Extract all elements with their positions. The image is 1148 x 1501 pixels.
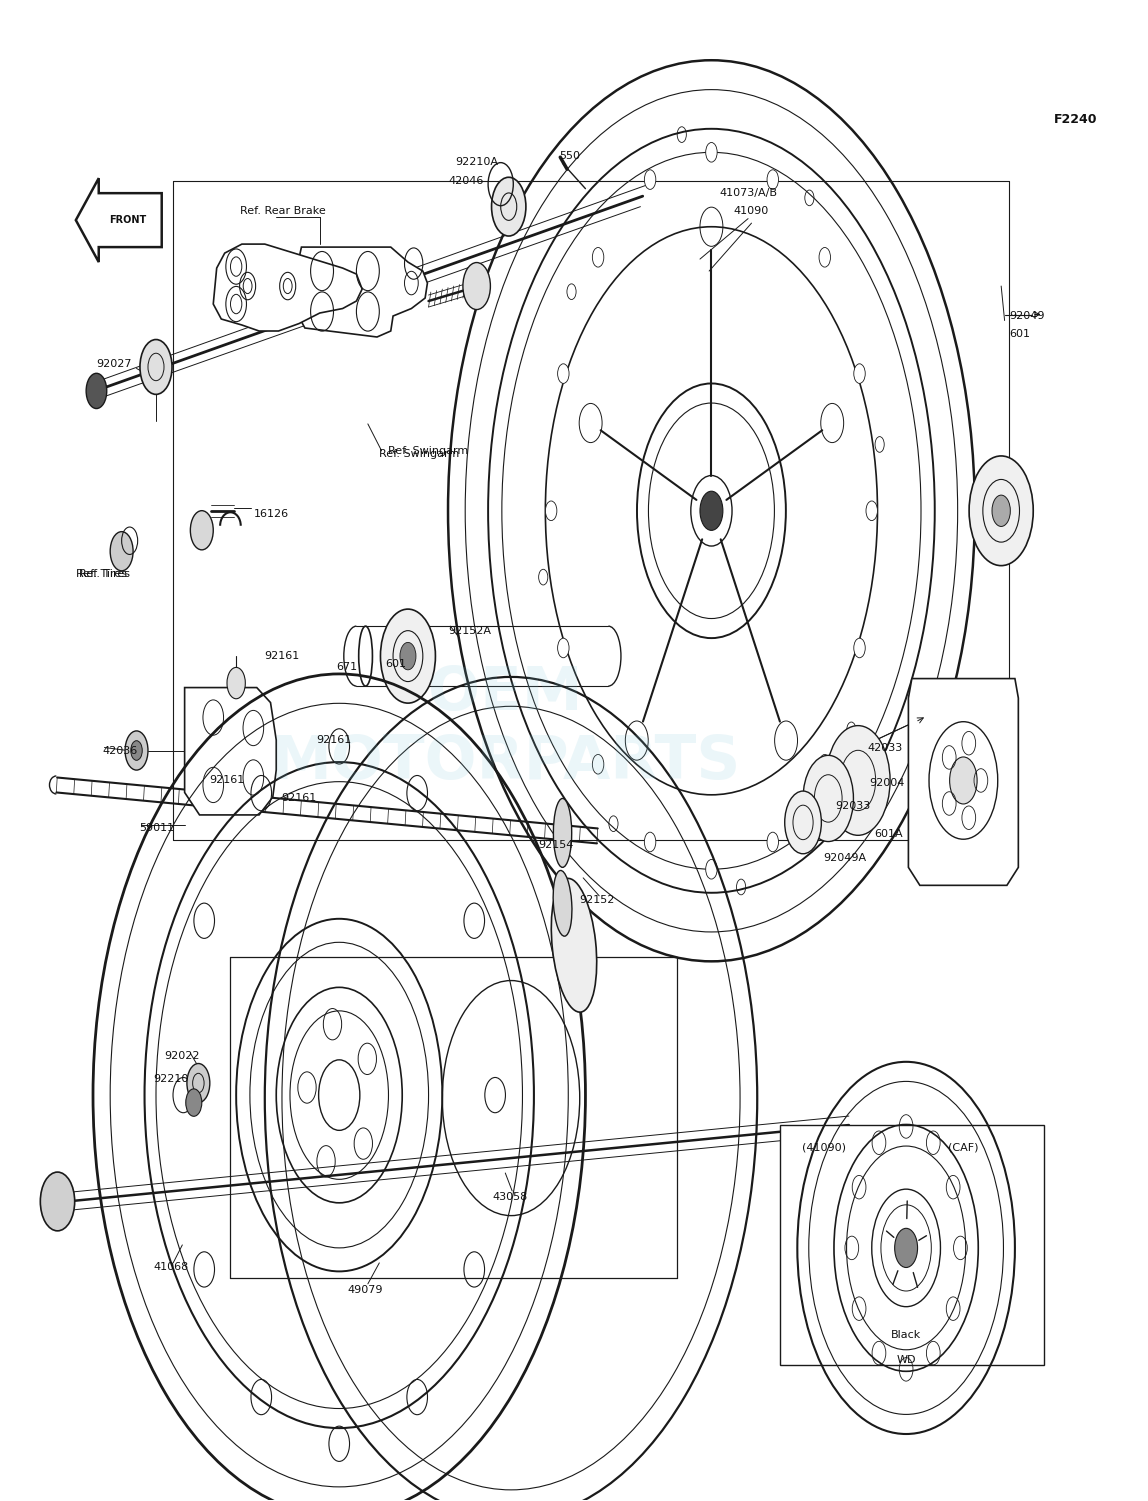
Ellipse shape [86,374,107,408]
Text: 92161: 92161 [281,794,317,803]
Text: 671: 671 [336,662,358,671]
Text: 92152: 92152 [580,895,614,905]
Ellipse shape [463,263,490,309]
Ellipse shape [553,871,572,937]
Text: 550: 550 [559,150,580,161]
Ellipse shape [767,832,778,851]
Ellipse shape [819,755,830,775]
Text: 59011: 59011 [139,824,174,833]
Ellipse shape [40,1172,75,1231]
Ellipse shape [553,799,572,868]
Ellipse shape [545,501,557,521]
Text: Ref. Rear Brake: Ref. Rear Brake [240,206,326,216]
Ellipse shape [825,725,890,836]
Text: 92161: 92161 [209,776,245,785]
Text: FRONT: FRONT [109,215,147,225]
Ellipse shape [854,363,866,383]
Ellipse shape [592,248,604,267]
Ellipse shape [380,609,435,702]
Ellipse shape [767,170,778,189]
Ellipse shape [191,510,214,549]
Text: 92152A: 92152A [448,626,491,635]
Text: 92154: 92154 [538,841,573,850]
Text: F2240: F2240 [1054,113,1097,126]
Polygon shape [908,678,1018,886]
Text: OEM
MOTORPARTS: OEM MOTORPARTS [270,665,740,791]
Text: Ref. Swingarm: Ref. Swingarm [388,446,468,456]
Ellipse shape [785,791,821,854]
Text: 92049A: 92049A [823,854,867,863]
Text: 92161: 92161 [316,735,351,744]
Ellipse shape [949,757,977,805]
Text: Ref. Tires: Ref. Tires [76,569,126,579]
Text: 92161: 92161 [264,651,300,660]
Text: 601: 601 [385,659,406,668]
Text: 92022: 92022 [164,1051,200,1061]
Ellipse shape [804,755,853,842]
Text: 41068: 41068 [153,1262,188,1273]
Text: 49079: 49079 [348,1285,383,1295]
Ellipse shape [140,339,172,395]
Ellipse shape [969,456,1033,566]
Ellipse shape [644,170,656,189]
Text: 41073/A/B: 41073/A/B [719,188,777,198]
Ellipse shape [227,668,246,699]
Ellipse shape [854,638,866,657]
Text: 92049: 92049 [1009,311,1045,321]
Ellipse shape [592,755,604,775]
Text: 16126: 16126 [254,509,288,519]
Ellipse shape [491,177,526,236]
Text: 42046: 42046 [449,176,484,186]
Text: 92027: 92027 [96,359,131,369]
Ellipse shape [894,1228,917,1267]
Text: 42036: 42036 [102,746,138,755]
Text: 41090: 41090 [734,206,769,216]
Text: 92004: 92004 [869,779,905,788]
Ellipse shape [400,642,416,669]
Text: 601A: 601A [874,830,902,839]
Text: 92033: 92033 [835,802,870,811]
Ellipse shape [110,531,133,570]
Ellipse shape [131,740,142,761]
Polygon shape [76,179,162,263]
Text: 92210A: 92210A [455,156,498,167]
Text: Black: Black [891,1330,921,1340]
Ellipse shape [706,143,718,162]
Ellipse shape [551,878,597,1012]
Text: (41090): (41090) [801,1142,846,1153]
Ellipse shape [558,638,569,657]
Ellipse shape [992,495,1010,527]
Text: WD: WD [897,1355,916,1366]
Text: 43058: 43058 [492,1192,527,1202]
Ellipse shape [558,363,569,383]
Polygon shape [214,245,362,332]
Text: 92210: 92210 [153,1073,188,1084]
Ellipse shape [125,731,148,770]
Ellipse shape [187,1064,210,1103]
Text: Ref. Swingarm: Ref. Swingarm [379,449,459,459]
Ellipse shape [700,491,723,530]
Text: Ref. Tires: Ref. Tires [79,569,130,579]
Text: 42033: 42033 [867,743,902,752]
Text: (CAF): (CAF) [948,1142,978,1153]
Polygon shape [294,248,427,338]
Polygon shape [185,687,277,815]
Ellipse shape [819,248,830,267]
Ellipse shape [866,501,877,521]
Ellipse shape [706,860,718,880]
Ellipse shape [644,832,656,851]
Bar [781,1126,1044,1364]
Text: 601: 601 [1009,329,1030,339]
Ellipse shape [186,1088,202,1117]
